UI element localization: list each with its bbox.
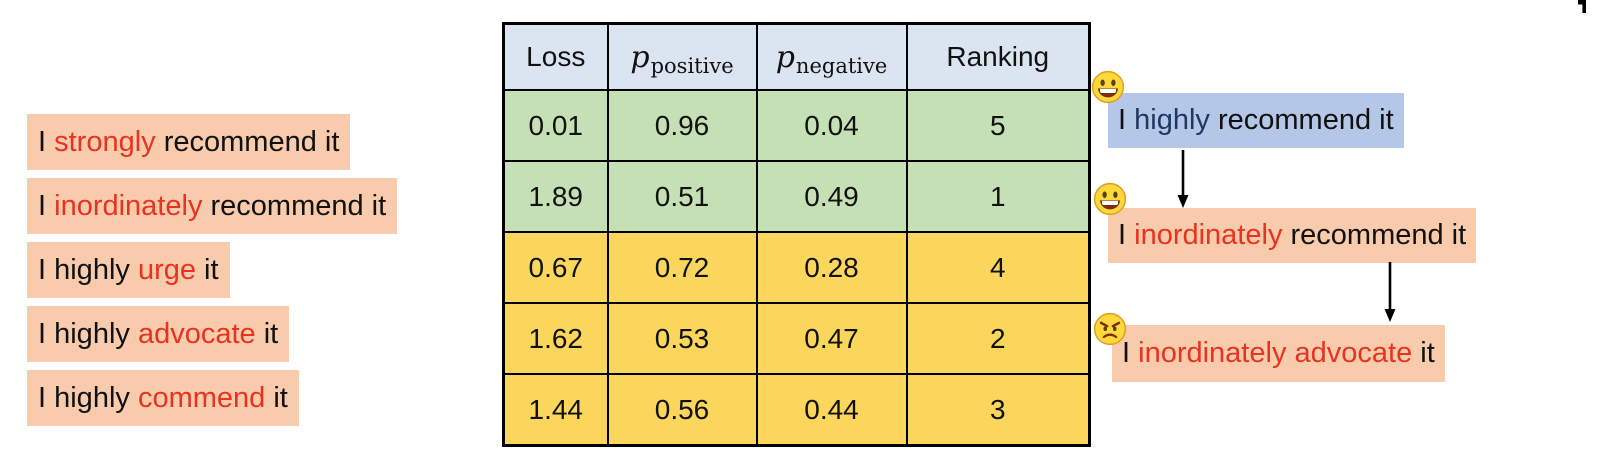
header-p-negative: pnegative xyxy=(755,22,908,91)
modifier-word: advocate xyxy=(137,318,256,350)
p-negative-cell: 0.44 xyxy=(755,373,908,447)
sentence-text: I xyxy=(1118,104,1135,136)
p-negative-cell: 0.28 xyxy=(755,231,908,304)
down-arrow-icon xyxy=(1175,150,1191,213)
candidate-sentence: I inordinately recommend it xyxy=(27,178,398,234)
header-ranking: Ranking xyxy=(905,22,1091,91)
modifier-word: urge xyxy=(137,254,196,286)
p-positive-cell: 0.51 xyxy=(606,160,758,233)
angry-face-emoji xyxy=(1093,312,1127,346)
sentence-text: it xyxy=(255,318,279,350)
ranking-cell: 3 xyxy=(905,373,1091,447)
p-positive-cell: 0.72 xyxy=(606,231,758,304)
grinning-face-emoji xyxy=(1091,70,1125,104)
ranked-sentence-mid: I inordinately recommend it xyxy=(1108,208,1477,263)
candidate-sentence: I highly advocate it xyxy=(27,306,290,362)
sentence-text: I xyxy=(38,126,55,158)
table-row: 1.44 0.56 0.44 3 xyxy=(502,373,1091,447)
p-negative-cell: 0.49 xyxy=(755,160,908,233)
loss-cell: 1.62 xyxy=(502,302,609,375)
probability-table: Loss ppositive pnegative Ranking 0.01 0.… xyxy=(502,22,1091,447)
sentence-text: I highly xyxy=(38,254,138,286)
sentence-text: I highly xyxy=(38,318,138,350)
grinning-face-emoji xyxy=(1093,182,1127,216)
sentence-text: it xyxy=(265,382,288,414)
sentence-text: I xyxy=(1122,337,1139,369)
p-positive-cell: 0.96 xyxy=(606,89,758,162)
candidate-sentence: I highly urge it xyxy=(27,242,230,298)
sentence-text: recommend it xyxy=(1282,219,1467,251)
sentence-text: I highly xyxy=(38,382,138,414)
loss-cell: 1.89 xyxy=(502,160,609,233)
table-row: 0.67 0.72 0.28 4 xyxy=(502,231,1091,304)
table-header-row: Loss ppositive pnegative Ranking xyxy=(502,22,1091,91)
sentence-text: I xyxy=(1118,219,1135,251)
sentence-text: I xyxy=(38,190,55,222)
table-row: 0.01 0.96 0.04 5 xyxy=(502,89,1091,162)
ranked-sentence-best: I highly recommend it xyxy=(1108,93,1404,148)
ranked-sentence-worst: I inordinately advocate it xyxy=(1112,325,1445,382)
loss-cell: 0.01 xyxy=(502,89,609,162)
modifier-word: inordinately xyxy=(54,190,203,222)
p-negative-cell: 0.47 xyxy=(755,302,908,375)
header-p-positive: ppositive xyxy=(606,22,758,91)
header-loss: Loss xyxy=(502,22,609,91)
sentence-text: recommend it xyxy=(202,190,387,222)
modifier-word: strongly xyxy=(54,126,156,158)
ranking-cell: 1 xyxy=(905,160,1091,233)
loss-cell: 1.44 xyxy=(502,373,609,447)
modifier-word: inordinately xyxy=(1134,219,1283,251)
modifier-word: inordinately advocate xyxy=(1138,337,1413,369)
sentence-text: it xyxy=(1412,337,1435,369)
down-arrow-icon xyxy=(1382,262,1398,327)
ranking-cell: 5 xyxy=(905,89,1091,162)
table-row: 1.62 0.53 0.47 2 xyxy=(502,302,1091,375)
loss-cell: 0.67 xyxy=(502,231,609,304)
modifier-word: commend xyxy=(137,382,266,414)
ranking-cell: 2 xyxy=(905,302,1091,375)
modifier-word: highly xyxy=(1134,104,1210,136)
table-row: 1.89 0.51 0.49 1 xyxy=(502,160,1091,233)
candidate-sentence: I strongly recommend it xyxy=(27,114,351,170)
sentence-text: recommend it xyxy=(155,126,340,158)
p-negative-cell: 0.04 xyxy=(755,89,908,162)
candidate-sentence: I highly commend it xyxy=(27,370,299,426)
p-positive-cell: 0.53 xyxy=(606,302,758,375)
ranking-cell: 4 xyxy=(905,231,1091,304)
cropped-glyph-artifact xyxy=(1578,0,1586,13)
sentence-text: it xyxy=(196,254,219,286)
sentence-text: recommend it xyxy=(1209,104,1394,136)
p-positive-cell: 0.56 xyxy=(606,373,758,447)
